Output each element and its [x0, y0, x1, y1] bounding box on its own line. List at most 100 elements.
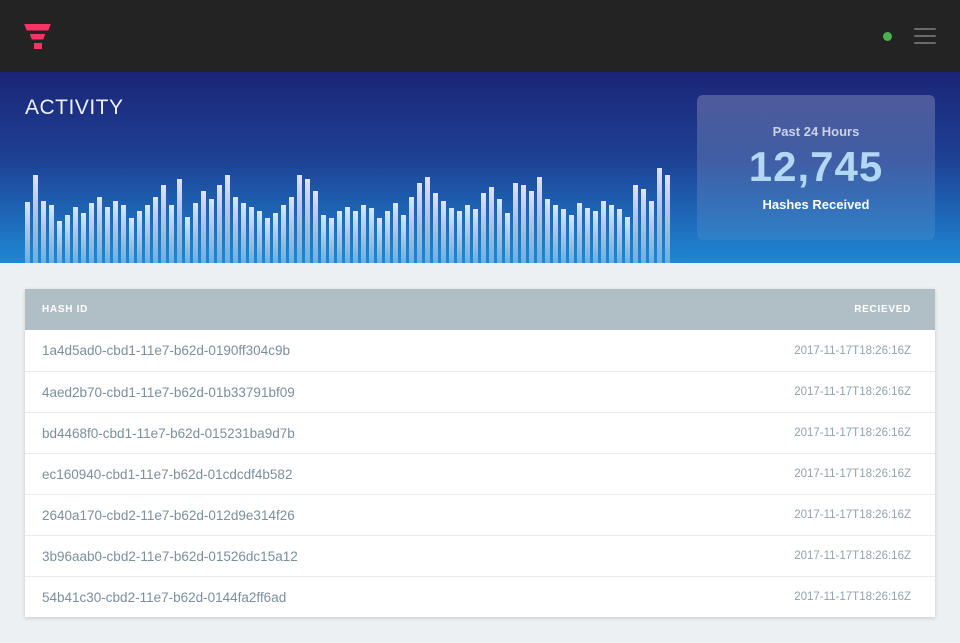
- chart-bar: [161, 185, 166, 263]
- chart-bar: [321, 215, 326, 263]
- chart-bar: [577, 203, 582, 263]
- chart-bar: [225, 175, 230, 263]
- chart-bar: [585, 208, 590, 263]
- chart-bar: [361, 205, 366, 263]
- chart-bar: [201, 191, 206, 263]
- chart-bar: [129, 218, 134, 263]
- chart-bar: [337, 211, 342, 263]
- activity-bar-chart: [25, 153, 670, 263]
- chart-bar: [505, 213, 510, 263]
- chart-bar: [233, 197, 238, 263]
- chart-bar: [89, 203, 94, 263]
- received-cell: 2017-11-17T18:26:16Z: [794, 591, 911, 603]
- table-row[interactable]: 3b96aab0-cbd2-11e7-b62d-01526dc15a12 2017…: [25, 535, 935, 576]
- hash-id-cell: 54b41c30-cbd2-11e7-b62d-0144fa2ff6ad: [42, 589, 287, 605]
- chart-bar: [625, 217, 630, 263]
- logo-bar: [24, 23, 51, 31]
- table-row[interactable]: 1a4d5ad0-cbd1-11e7-b62d-0190ff304c9b 2017…: [25, 330, 935, 371]
- received-cell: 2017-11-17T18:26:16Z: [794, 344, 911, 357]
- chart-bar: [313, 191, 318, 263]
- past-24-hours-card: Past 24 Hours 12,745 Hashes Received: [697, 95, 935, 240]
- hash-id-cell: bd4468f0-cbd1-11e7-b62d-015231ba9d7b: [42, 425, 295, 441]
- column-header-received: RECIEVED: [854, 304, 911, 315]
- hash-table-header: HASH ID RECIEVED: [25, 289, 935, 330]
- chart-bar: [153, 197, 158, 263]
- chart-bar: [57, 221, 62, 263]
- chart-bar: [105, 207, 110, 263]
- table-row[interactable]: ec160940-cbd1-11e7-b62d-01cdcdf4b582 2017…: [25, 453, 935, 494]
- chart-bar: [409, 197, 414, 263]
- received-cell: 2017-11-17T18:26:16Z: [794, 509, 911, 521]
- chart-bar: [217, 185, 222, 263]
- chart-bar: [449, 208, 454, 263]
- hash-id-cell: 1a4d5ad0-cbd1-11e7-b62d-0190ff304c9b: [42, 343, 290, 358]
- status-dot-icon: [883, 31, 892, 41]
- chart-bar: [49, 205, 54, 263]
- chart-bar: [593, 211, 598, 263]
- chart-bar: [297, 175, 302, 263]
- chart-bar: [113, 201, 118, 263]
- chart-bar: [649, 201, 654, 263]
- chart-bar: [569, 215, 574, 263]
- chart-bar: [433, 193, 438, 263]
- chart-bar: [33, 175, 38, 263]
- chart-bar: [545, 199, 550, 263]
- header-right: [883, 24, 936, 48]
- chart-bar: [73, 207, 78, 263]
- chart-bar: [329, 218, 334, 263]
- table-row[interactable]: bd4468f0-cbd1-11e7-b62d-015231ba9d7b 2017…: [25, 412, 935, 453]
- chart-bar: [273, 213, 278, 263]
- hash-id-cell: 4aed2b70-cbd1-11e7-b62d-01b33791bf09: [42, 384, 295, 400]
- chart-bar: [665, 175, 670, 263]
- logo-bar: [33, 42, 42, 49]
- hash-table: HASH ID RECIEVED 1a4d5ad0-cbd1-11e7-b62d…: [25, 289, 935, 617]
- chart-bar: [185, 217, 190, 263]
- chart-bar: [169, 205, 174, 263]
- chart-bar: [657, 168, 662, 263]
- chart-bar: [513, 183, 518, 263]
- chart-bar: [97, 197, 102, 263]
- chart-bar: [425, 177, 430, 263]
- chart-bar: [601, 201, 606, 263]
- hamburger-menu-icon[interactable]: [914, 24, 936, 48]
- chart-bar: [377, 218, 382, 263]
- chart-bar: [441, 201, 446, 263]
- chart-bar: [369, 208, 374, 263]
- table-row[interactable]: 2640a170-cbd2-11e7-b62d-012d9e314f26 2017…: [25, 494, 935, 535]
- chart-bar: [353, 211, 358, 263]
- chart-bar: [265, 218, 270, 263]
- chart-bar: [209, 199, 214, 263]
- chart-bar: [497, 199, 502, 263]
- chart-bar: [457, 211, 462, 263]
- chart-bar: [65, 215, 70, 263]
- chart-bar: [257, 211, 262, 263]
- stat-metric-label: Hashes Received: [762, 196, 870, 212]
- activity-hero: ACTIVITY Past 24 Hours 12,745 Hashes Rec…: [0, 72, 960, 263]
- hash-id-cell: ec160940-cbd1-11e7-b62d-01cdcdf4b582: [42, 466, 293, 482]
- table-row[interactable]: 54b41c30-cbd2-11e7-b62d-0144fa2ff6ad 2017…: [25, 576, 935, 617]
- chart-bar: [121, 205, 126, 263]
- column-header-hash-id: HASH ID: [42, 304, 89, 315]
- chart-bar: [177, 179, 182, 263]
- chart-bar: [561, 209, 566, 263]
- chart-bar: [281, 205, 286, 263]
- received-cell: 2017-11-17T18:26:16Z: [794, 468, 911, 480]
- chart-bar: [465, 205, 470, 263]
- chart-bar: [617, 209, 622, 263]
- chart-bar: [553, 205, 558, 263]
- hash-id-cell: 3b96aab0-cbd2-11e7-b62d-01526dc15a12: [42, 548, 298, 564]
- chart-bar: [25, 202, 30, 263]
- chart-bar: [393, 203, 398, 263]
- chart-bar: [41, 201, 46, 263]
- hash-id-cell: 2640a170-cbd2-11e7-b62d-012d9e314f26: [42, 507, 295, 523]
- chart-bar: [521, 185, 526, 263]
- brand-logo-icon[interactable]: [24, 23, 51, 49]
- received-cell: 2017-11-17T18:26:16Z: [794, 386, 911, 398]
- stat-value: 12,745: [748, 142, 884, 190]
- app-header: [0, 0, 960, 72]
- hash-table-body: 1a4d5ad0-cbd1-11e7-b62d-0190ff304c9b 2017…: [25, 330, 935, 617]
- table-row[interactable]: 4aed2b70-cbd1-11e7-b62d-01b33791bf09 2017…: [25, 371, 935, 412]
- chart-bar: [305, 179, 310, 263]
- chart-bar: [193, 203, 198, 263]
- chart-bar: [81, 213, 86, 263]
